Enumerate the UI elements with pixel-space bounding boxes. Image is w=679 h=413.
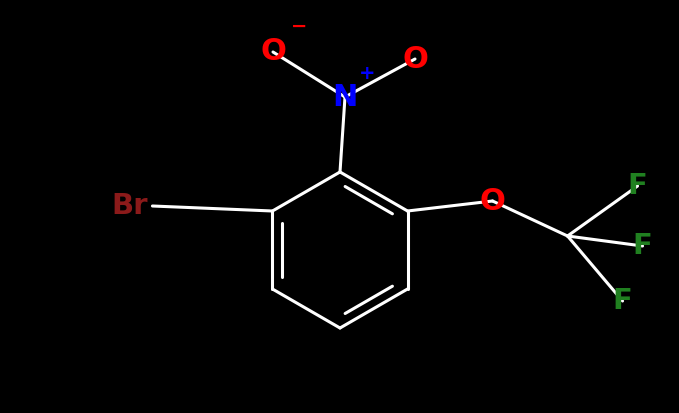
Text: N: N <box>332 83 358 112</box>
Text: O: O <box>402 45 428 74</box>
Text: F: F <box>627 172 648 200</box>
Text: O: O <box>260 38 286 66</box>
Text: F: F <box>633 232 653 260</box>
Text: O: O <box>479 187 505 216</box>
Text: F: F <box>612 287 632 315</box>
Text: −: − <box>291 17 308 36</box>
Text: Br: Br <box>111 192 147 220</box>
Text: +: + <box>359 64 375 83</box>
